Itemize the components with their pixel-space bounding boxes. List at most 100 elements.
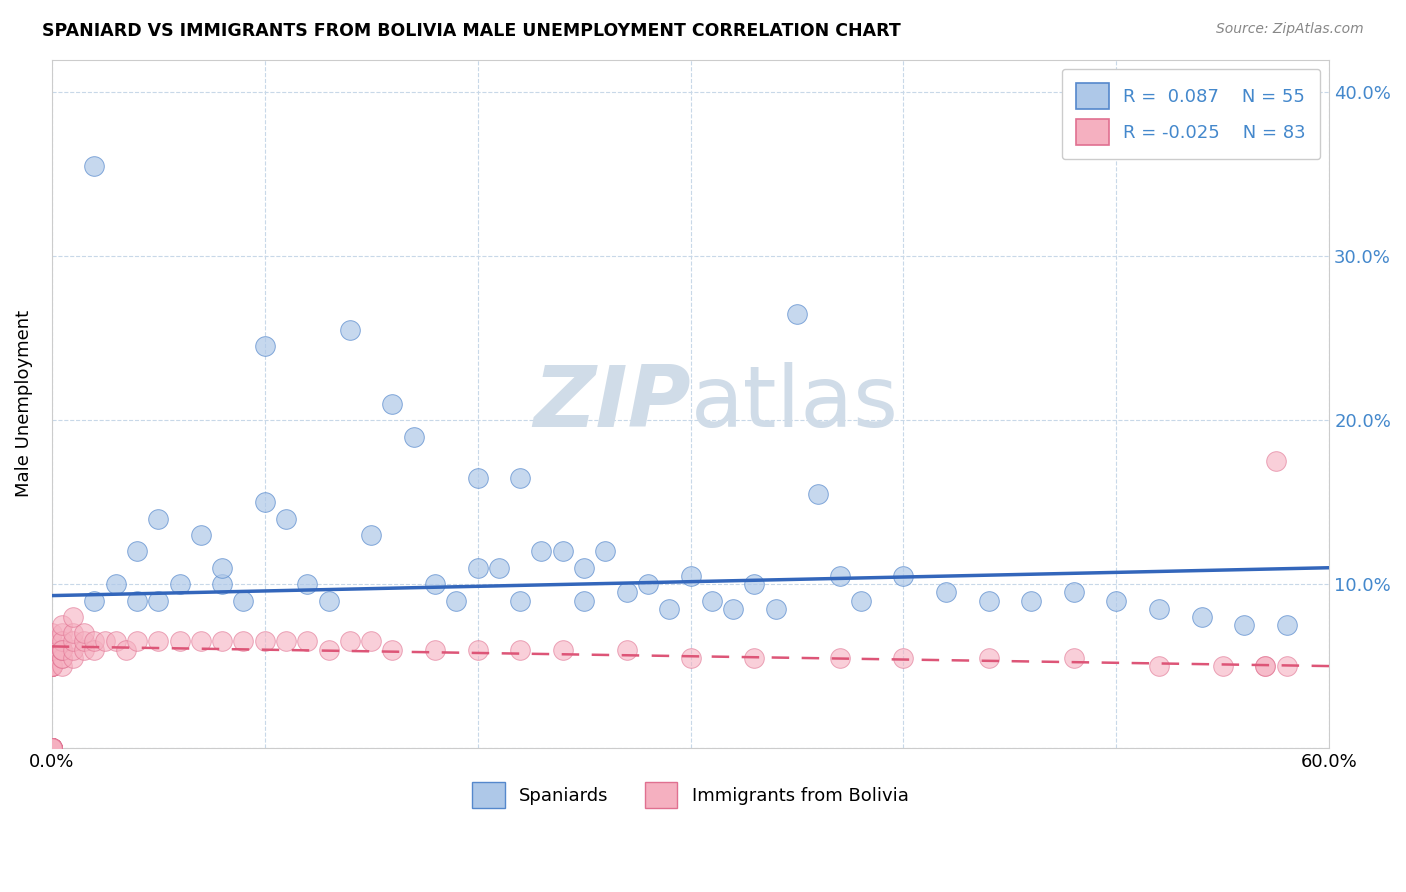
- Point: [62, 626, 84, 640]
- Point: [467, 560, 489, 574]
- Point: [51, 618, 73, 632]
- Point: [51, 651, 73, 665]
- Point: [41, 741, 63, 756]
- Point: [73, 626, 96, 640]
- Point: [551, 544, 574, 558]
- Point: [807, 487, 830, 501]
- Point: [509, 642, 531, 657]
- Point: [488, 560, 510, 574]
- Point: [1254, 659, 1277, 673]
- Point: [41, 741, 63, 756]
- Point: [41, 659, 63, 673]
- Y-axis label: Male Unemployment: Male Unemployment: [15, 310, 32, 498]
- Point: [893, 569, 915, 583]
- Point: [41, 642, 63, 657]
- Point: [190, 634, 212, 648]
- Point: [104, 634, 127, 648]
- Point: [572, 593, 595, 607]
- Point: [41, 659, 63, 673]
- Point: [1275, 618, 1298, 632]
- Point: [1147, 659, 1170, 673]
- Point: [893, 651, 915, 665]
- Point: [253, 339, 276, 353]
- Point: [41, 741, 63, 756]
- Point: [73, 634, 96, 648]
- Point: [51, 651, 73, 665]
- Legend: Spaniards, Immigrants from Bolivia: Spaniards, Immigrants from Bolivia: [465, 775, 915, 814]
- Point: [679, 651, 702, 665]
- Point: [83, 642, 105, 657]
- Point: [1105, 593, 1128, 607]
- Point: [41, 741, 63, 756]
- Point: [595, 544, 617, 558]
- Point: [41, 741, 63, 756]
- Point: [700, 593, 723, 607]
- Point: [360, 634, 382, 648]
- Point: [232, 634, 254, 648]
- Point: [41, 741, 63, 756]
- Text: ZIP: ZIP: [533, 362, 690, 445]
- Text: atlas: atlas: [690, 362, 898, 445]
- Point: [551, 642, 574, 657]
- Point: [51, 659, 73, 673]
- Point: [41, 659, 63, 673]
- Point: [1265, 454, 1288, 468]
- Point: [423, 577, 446, 591]
- Point: [1254, 659, 1277, 673]
- Point: [41, 741, 63, 756]
- Point: [572, 560, 595, 574]
- Point: [509, 593, 531, 607]
- Point: [318, 593, 340, 607]
- Point: [41, 741, 63, 756]
- Point: [211, 577, 233, 591]
- Point: [41, 741, 63, 756]
- Point: [51, 642, 73, 657]
- Point: [41, 741, 63, 756]
- Point: [828, 569, 851, 583]
- Point: [190, 528, 212, 542]
- Point: [509, 470, 531, 484]
- Point: [402, 429, 425, 443]
- Point: [786, 307, 808, 321]
- Point: [381, 397, 404, 411]
- Point: [51, 634, 73, 648]
- Point: [1147, 601, 1170, 615]
- Point: [41, 741, 63, 756]
- Point: [115, 642, 138, 657]
- Point: [658, 601, 681, 615]
- Point: [977, 651, 1000, 665]
- Point: [467, 470, 489, 484]
- Point: [41, 741, 63, 756]
- Point: [41, 741, 63, 756]
- Point: [148, 634, 170, 648]
- Point: [41, 642, 63, 657]
- Point: [1063, 585, 1085, 599]
- Point: [148, 511, 170, 525]
- Point: [125, 544, 148, 558]
- Point: [381, 642, 404, 657]
- Point: [41, 741, 63, 756]
- Point: [41, 634, 63, 648]
- Point: [41, 659, 63, 673]
- Point: [41, 741, 63, 756]
- Point: [977, 593, 1000, 607]
- Point: [1063, 651, 1085, 665]
- Point: [51, 626, 73, 640]
- Point: [62, 651, 84, 665]
- Point: [467, 642, 489, 657]
- Point: [253, 495, 276, 509]
- Point: [51, 642, 73, 657]
- Point: [62, 634, 84, 648]
- Point: [104, 577, 127, 591]
- Point: [62, 642, 84, 657]
- Point: [94, 634, 117, 648]
- Point: [1233, 618, 1256, 632]
- Point: [530, 544, 553, 558]
- Point: [41, 659, 63, 673]
- Point: [51, 642, 73, 657]
- Point: [616, 642, 638, 657]
- Point: [297, 634, 319, 648]
- Point: [51, 642, 73, 657]
- Point: [83, 593, 105, 607]
- Point: [616, 585, 638, 599]
